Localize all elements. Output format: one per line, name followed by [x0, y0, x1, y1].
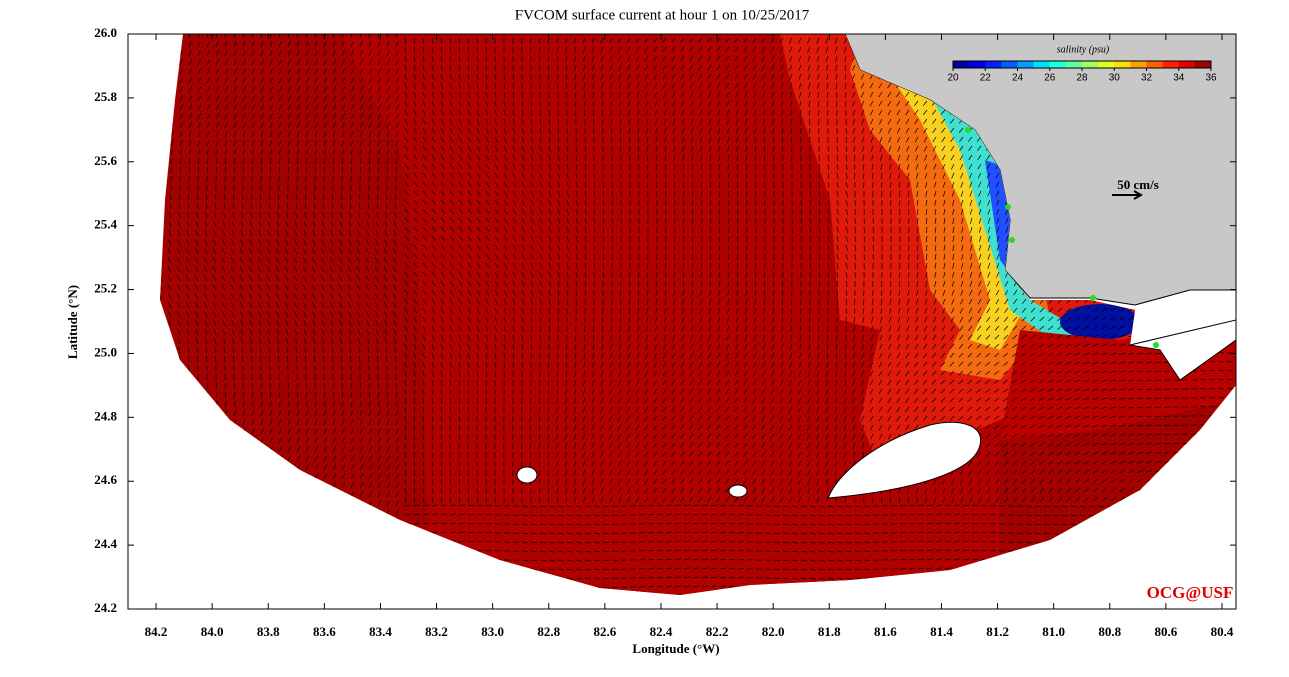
x-tick-label: 81.8 — [818, 624, 841, 639]
station — [965, 127, 971, 133]
colorbar: 20 22 24 26 28 30 32 34 36 — [947, 60, 1217, 84]
y-tick-label: 24.6 — [94, 472, 117, 487]
colorbar-segment — [1082, 61, 1099, 68]
colorbar-segment — [1001, 61, 1018, 68]
x-tick-label: 82.8 — [537, 624, 560, 639]
colorbar-segment — [1178, 61, 1196, 68]
x-tick-label: 84.2 — [145, 624, 168, 639]
colorbar-tick-label: 26 — [1044, 73, 1056, 84]
colorbar-segment — [1130, 61, 1147, 68]
colorbar-label: salinity (psu) — [1057, 44, 1110, 55]
x-tick-label: 84.0 — [201, 624, 224, 639]
y-tick-label: 25.2 — [94, 281, 117, 296]
colorbar-tick-label: 30 — [1109, 73, 1121, 84]
colorbar-segment — [1146, 61, 1164, 68]
station — [1153, 342, 1159, 348]
x-tick-label: 80.6 — [1154, 624, 1177, 639]
x-tick-label: 83.0 — [481, 624, 504, 639]
x-axis-label: Longitude (°W) — [632, 641, 719, 656]
island — [516, 466, 538, 484]
y-tick-label: 25.6 — [94, 153, 117, 168]
salinity-zone — [1060, 304, 1140, 340]
x-tick-label: 81.6 — [874, 624, 897, 639]
colorbar-tick-label: 28 — [1076, 73, 1088, 84]
x-tick-label: 82.2 — [706, 624, 729, 639]
x-tick-label: 81.2 — [986, 624, 1009, 639]
station — [1090, 295, 1096, 301]
x-tick-label: 80.8 — [1098, 624, 1121, 639]
colorbar-segment — [1065, 61, 1083, 68]
y-tick-label: 26.0 — [94, 25, 117, 40]
station — [1009, 237, 1015, 243]
scale-arrowhead — [1133, 190, 1144, 200]
map-area — [128, 34, 1236, 609]
credit: OCG@USF — [1147, 583, 1234, 602]
colorbar-tick-label: 32 — [1141, 73, 1153, 84]
y-axis-label: Latitude (°N) — [65, 285, 80, 359]
colorbar-segment — [1049, 61, 1067, 68]
plot-frame — [127, 33, 1237, 610]
colorbar-segment — [1114, 61, 1131, 68]
colorbar-segment — [969, 61, 986, 68]
colorbar-segment — [1017, 61, 1035, 68]
land — [1129, 319, 1236, 381]
stations — [965, 127, 1159, 348]
colorbar-segment — [1098, 61, 1115, 68]
x-tick-label: 83.6 — [313, 624, 336, 639]
y-tick-label: 24.4 — [94, 536, 117, 551]
scale-label: 50 cm/s — [1117, 177, 1159, 192]
x-tick-label: 81.4 — [930, 624, 953, 639]
x-tick-label: 82.6 — [593, 624, 616, 639]
colorbar-segment — [985, 61, 1002, 68]
x-tick-label: 83.4 — [369, 624, 392, 639]
x-tick-label: 83.2 — [425, 624, 448, 639]
colorbar-tick-label: 24 — [1012, 73, 1024, 84]
colorbar-tick-label: 22 — [980, 73, 992, 84]
x-tick-label: 82.0 — [762, 624, 785, 639]
x-tick-label: 82.4 — [650, 624, 673, 639]
colorbar-segment — [1194, 61, 1212, 68]
colorbar-tick-label: 36 — [1205, 73, 1217, 84]
colorbar-segment — [1033, 61, 1051, 68]
y-tick-label: 25.8 — [94, 89, 117, 104]
colorbar-tick-label: 34 — [1173, 73, 1185, 84]
y-tick-label: 25.0 — [94, 344, 117, 359]
x-tick-label: 83.8 — [257, 624, 280, 639]
colorbar-segment — [1162, 61, 1180, 68]
x-tick-label: 80.4 — [1211, 624, 1234, 639]
y-tick-label: 24.2 — [94, 600, 117, 615]
title: FVCOM surface current at hour 1 on 10/25… — [515, 7, 810, 23]
y-tick-label: 25.4 — [94, 217, 117, 232]
island — [728, 484, 748, 498]
colorbar-segment — [953, 61, 970, 68]
colorbar-tick-label: 20 — [947, 73, 959, 84]
island — [827, 421, 982, 499]
y-tick-label: 24.8 — [94, 408, 117, 423]
x-tick-label: 81.0 — [1042, 624, 1065, 639]
station — [1005, 204, 1011, 210]
